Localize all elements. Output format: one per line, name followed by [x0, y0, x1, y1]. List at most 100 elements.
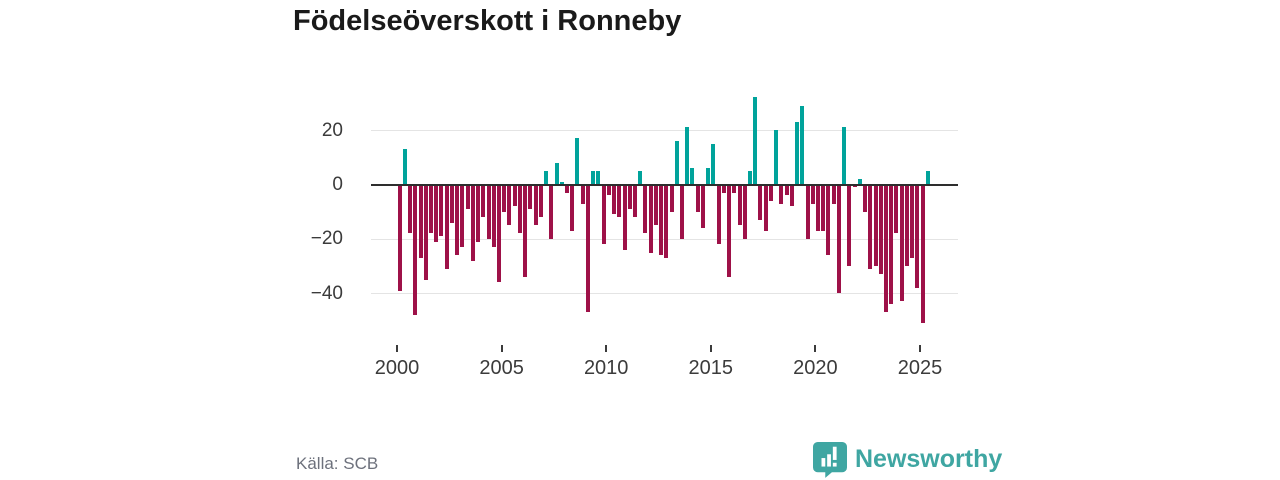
bar-negative: [632, 184, 637, 218]
bar-positive: [800, 105, 805, 185]
bar-negative: [768, 184, 773, 201]
x-tick-label: 2005: [479, 357, 524, 379]
bar-negative: [810, 184, 815, 204]
bar-negative: [863, 184, 868, 212]
bar-negative: [732, 184, 737, 193]
bar-negative: [915, 184, 920, 288]
bar-positive: [774, 130, 779, 185]
bar-negative: [904, 184, 909, 267]
bar-negative: [617, 184, 622, 218]
bar-negative: [496, 184, 501, 283]
bar-negative: [470, 184, 475, 261]
bar-negative: [716, 184, 721, 245]
bar-negative: [643, 184, 648, 234]
bar-negative: [423, 184, 428, 280]
y-tick-label: 0: [332, 174, 343, 195]
bar-negative: [878, 184, 883, 275]
bar-negative: [612, 184, 617, 215]
y-tick-label: −40: [310, 282, 343, 304]
y-tick-label: 20: [321, 119, 343, 141]
bar-negative: [580, 184, 585, 204]
bar-negative: [721, 184, 726, 193]
bar-positive: [591, 170, 596, 185]
bar-negative: [418, 184, 423, 258]
bar-negative: [758, 184, 763, 220]
bar-negative: [570, 184, 575, 231]
bar-positive: [554, 162, 559, 185]
bar-negative: [664, 184, 669, 258]
bar-negative: [894, 184, 899, 234]
newsworthy-logo: Newsworthy: [813, 440, 1002, 478]
x-tick-mark: [919, 345, 921, 352]
speech-bubble-bar-chart-icon: [813, 440, 847, 478]
bar-negative: [465, 184, 470, 209]
bar-negative: [601, 184, 606, 245]
newsworthy-wordmark: Newsworthy: [855, 444, 1003, 473]
bar-negative: [910, 184, 915, 258]
source-attribution: Källa: SCB: [296, 454, 379, 473]
x-tick-mark: [500, 345, 503, 352]
bar-positive: [748, 170, 753, 185]
x-tick-label: 2015: [688, 357, 734, 379]
gridline: [371, 293, 958, 295]
bar-negative: [481, 184, 486, 218]
bar-positive: [753, 97, 758, 185]
bar-negative: [606, 184, 611, 196]
x-tick-mark: [396, 345, 398, 352]
bar-negative: [397, 184, 402, 291]
bar-negative: [564, 184, 569, 193]
bar-negative: [434, 184, 439, 242]
bar-negative: [622, 184, 627, 250]
x-tick-label: 2020: [793, 357, 838, 379]
bar-negative: [789, 184, 794, 207]
bar-negative: [486, 184, 491, 239]
bar-negative: [528, 184, 533, 209]
bar-positive: [706, 168, 711, 185]
bar-negative: [460, 184, 465, 248]
bar-negative: [779, 184, 784, 204]
bar-negative: [784, 184, 789, 196]
chart-title: Födelseöverskott i Ronneby: [293, 5, 682, 37]
bar-negative: [852, 184, 857, 188]
bar-positive: [402, 149, 407, 185]
bar-negative: [868, 184, 873, 269]
bar-negative: [805, 184, 810, 239]
bar-negative: [836, 184, 841, 294]
bar-negative: [428, 184, 433, 234]
bar-negative: [502, 184, 507, 212]
bar-positive: [596, 170, 601, 185]
bar-positive: [857, 179, 862, 185]
bar-positive: [925, 170, 930, 185]
x-tick-mark: [814, 345, 817, 352]
zero-axis-line: [371, 183, 958, 186]
bar-negative: [538, 184, 543, 218]
bar-negative: [523, 184, 528, 277]
bar-negative: [455, 184, 460, 256]
bar-negative: [669, 184, 674, 212]
bar-negative: [742, 184, 747, 239]
bar-negative: [512, 184, 517, 207]
x-tick-mark: [709, 345, 712, 352]
bar-negative: [873, 184, 878, 267]
bar-negative: [831, 184, 836, 204]
bar-positive: [559, 181, 564, 185]
bar-negative: [476, 184, 481, 242]
bar-negative: [826, 184, 831, 256]
bar-negative: [899, 184, 904, 302]
bar-positive: [638, 170, 643, 185]
bar-negative: [648, 184, 653, 253]
bar-negative: [585, 184, 590, 313]
bar-negative: [727, 184, 732, 277]
bar-negative: [653, 184, 658, 226]
bar-positive: [674, 140, 679, 185]
bar-negative: [680, 184, 685, 239]
x-tick-label: 2000: [374, 357, 420, 379]
bar-negative: [517, 184, 522, 234]
bar-negative: [920, 184, 925, 324]
bar-negative: [439, 184, 444, 237]
bar-positive: [795, 121, 800, 185]
x-tick-label: 2010: [583, 357, 629, 379]
bar-negative: [491, 184, 496, 248]
bar-positive: [711, 143, 716, 185]
